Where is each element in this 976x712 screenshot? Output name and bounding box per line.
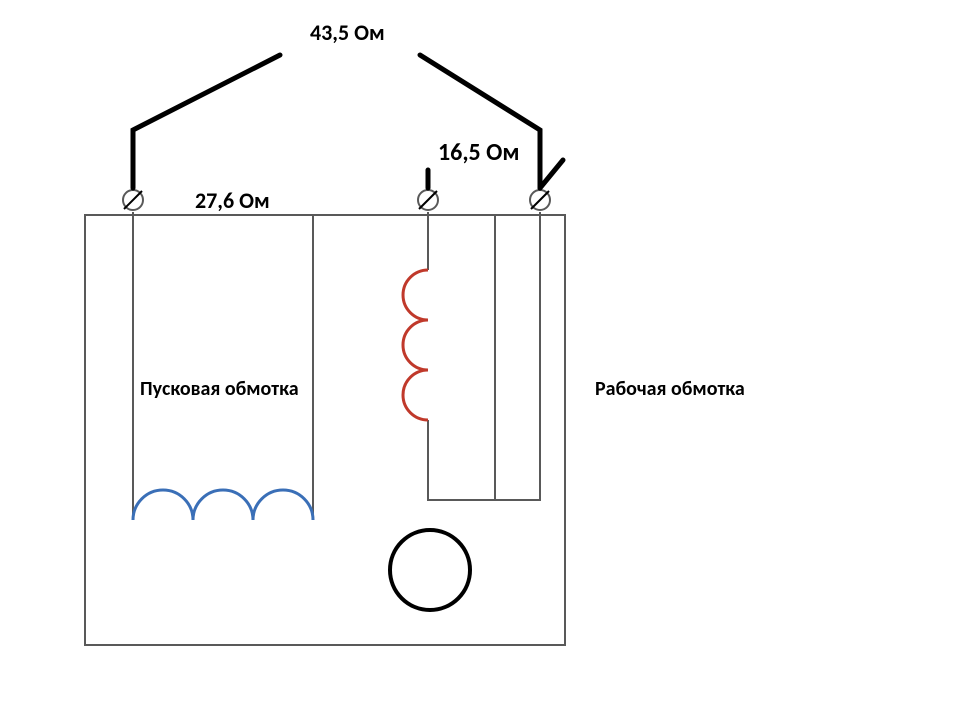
wire-run-bottom [428, 420, 495, 500]
label-start-winding: Пусковая обмотка [140, 377, 299, 401]
label-run-winding: Рабочая обмотка [595, 377, 745, 401]
label-total: 43,5 Ом [310, 19, 385, 46]
wire-t3-down [495, 212, 540, 500]
lead-total [133, 55, 540, 188]
label-23: 16,5 Ом [438, 138, 519, 167]
run-winding-coil [403, 270, 428, 420]
start-winding-coil [133, 490, 313, 520]
label-12: 27,6 Ом [195, 187, 270, 214]
enclosure-box [85, 215, 565, 645]
rotor-symbol [390, 530, 470, 610]
